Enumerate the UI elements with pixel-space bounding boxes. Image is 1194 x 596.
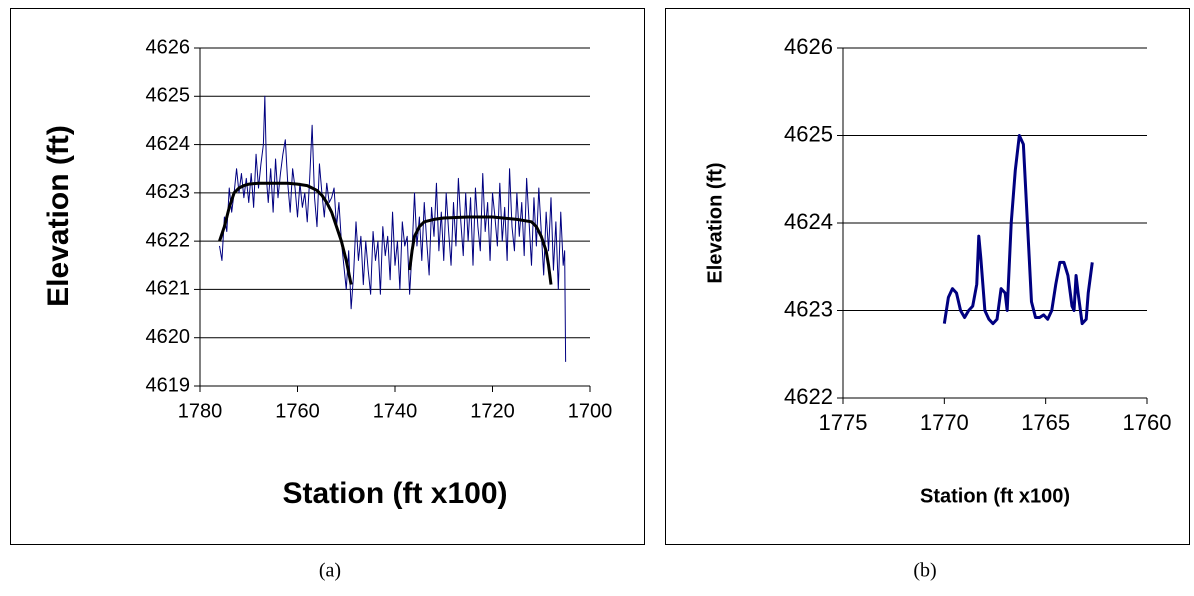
y-tick-label: 4620 — [146, 326, 191, 348]
series-line — [218, 181, 353, 285]
y-tick-label: 4624 — [784, 209, 833, 234]
x-tick-label: 1700 — [568, 400, 613, 422]
series-line — [408, 215, 553, 285]
y-tick-label: 4622 — [784, 384, 833, 409]
y-tick-label: 4625 — [146, 85, 191, 107]
series-line — [942, 134, 1094, 326]
x-tick-label: 1775 — [819, 410, 868, 435]
y-tick-label: 4621 — [146, 278, 191, 300]
caption: (a) — [319, 560, 341, 582]
y-tick-label: 4623 — [784, 296, 833, 321]
series-line — [219, 95, 567, 362]
x-axis-title: Station (ft x100) — [282, 477, 507, 510]
x-tick-label: 1760 — [275, 400, 320, 422]
x-tick-label: 1740 — [373, 400, 418, 422]
frame-b — [665, 8, 1190, 545]
x-tick-label: 1720 — [470, 400, 515, 422]
y-tick-label: 4623 — [146, 181, 191, 203]
x-tick-label: 1780 — [178, 400, 223, 422]
x-tick-label: 1770 — [920, 410, 969, 435]
x-tick-label: 1765 — [1021, 410, 1070, 435]
x-tick-label: 1760 — [1123, 410, 1172, 435]
caption: (b) — [913, 560, 936, 582]
frame-a — [10, 8, 645, 545]
y-tick-label: 4622 — [146, 229, 191, 251]
y-tick-label: 4619 — [146, 374, 191, 396]
y-tick-label: 4624 — [146, 133, 191, 155]
y-axis-title: Elevation (ft) — [704, 162, 726, 283]
y-tick-label: 4626 — [784, 34, 833, 59]
y-tick-label: 4625 — [784, 121, 833, 146]
y-axis-title: Elevation (ft) — [42, 125, 75, 307]
y-tick-label: 4626 — [146, 36, 191, 58]
x-axis-title: Station (ft x100) — [920, 485, 1070, 507]
